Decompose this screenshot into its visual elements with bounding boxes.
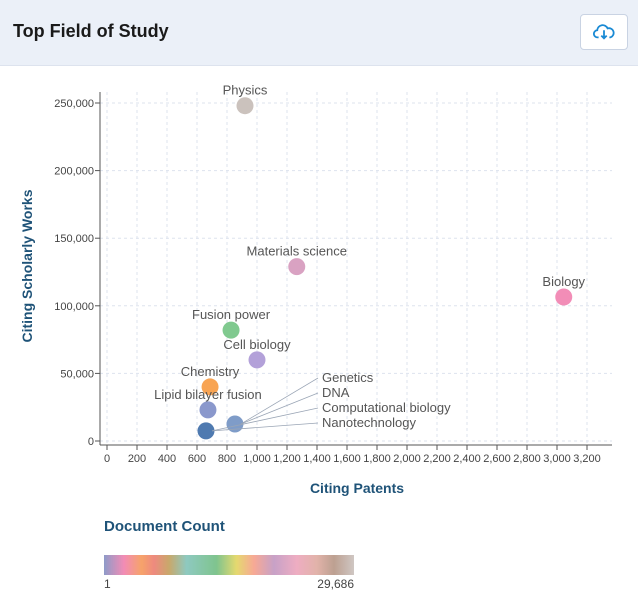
y-tick-label: 150,000	[54, 233, 94, 245]
x-tick-label: 0	[104, 453, 110, 465]
x-tick-label: 1,200	[273, 453, 301, 465]
x-tick-label: 200	[128, 453, 146, 465]
y-tick-label: 50,000	[60, 368, 94, 380]
x-tick-label: 1,400	[303, 453, 331, 465]
data-label: Lipid bilayer fusion	[154, 387, 262, 402]
x-tick-label: 2,400	[453, 453, 481, 465]
color-scale-bar	[104, 555, 354, 575]
y-tick-label: 100,000	[54, 301, 94, 313]
x-tick-label: 3,000	[543, 453, 571, 465]
x-tick-label: 1,800	[363, 453, 391, 465]
data-point	[288, 258, 306, 276]
legend-min: 1	[104, 577, 111, 591]
data-label: Genetics	[322, 370, 374, 385]
label-leader-line	[240, 377, 319, 425]
data-label: Nanotechnology	[322, 415, 416, 430]
data-label: Computational biology	[322, 400, 451, 415]
data-point	[236, 97, 254, 115]
data-label: Physics	[223, 83, 268, 98]
x-tick-label: 1,000	[243, 453, 271, 465]
data-point	[201, 378, 219, 396]
x-tick-label: 800	[218, 453, 236, 465]
x-tick-label: 2,600	[483, 453, 511, 465]
x-tick-label: 400	[158, 453, 176, 465]
data-label: DNA	[322, 385, 350, 400]
x-tick-label: 3,200	[573, 453, 601, 465]
data-point	[226, 415, 244, 433]
scatter-chart: 0 200 400 600 800 1,000 1,200 1,400 1,600 1,800 2,…	[19, 83, 612, 496]
data-label: Materials science	[247, 244, 347, 259]
x-tick-label: 2,200	[423, 453, 451, 465]
data-point	[197, 422, 215, 440]
x-tick-label: 2,800	[513, 453, 541, 465]
data-point	[555, 288, 573, 306]
y-tick-label: 250,000	[54, 98, 94, 110]
download-button[interactable]	[580, 14, 628, 50]
data-point	[222, 321, 240, 339]
label-leader-line	[211, 422, 319, 432]
cloud-download-icon	[593, 24, 615, 40]
label-leader-line	[240, 392, 319, 425]
label-leader-line	[211, 407, 319, 432]
y-tick-label: 200,000	[54, 166, 94, 178]
panel-title: Top Field of Study	[13, 21, 169, 41]
legend-title: Document Count	[104, 518, 225, 535]
data-point	[248, 351, 266, 369]
x-tick-label: 600	[188, 453, 206, 465]
legend-max: 29,686	[317, 577, 354, 591]
x-tick-label: 2,000	[393, 453, 421, 465]
y-tick-label: 0	[88, 436, 94, 448]
data-label: Chemistry	[181, 364, 240, 379]
data-label: Fusion power	[192, 307, 271, 322]
panel-header: Top Field of Study	[0, 0, 638, 66]
data-label: Cell biology	[223, 337, 291, 352]
data-point	[199, 401, 217, 419]
x-tick-label: 1,600	[333, 453, 361, 465]
y-axis-label: Citing Scholarly Works	[19, 189, 35, 342]
data-label: Biology	[542, 274, 585, 289]
x-axis-label: Citing Patents	[310, 480, 404, 496]
